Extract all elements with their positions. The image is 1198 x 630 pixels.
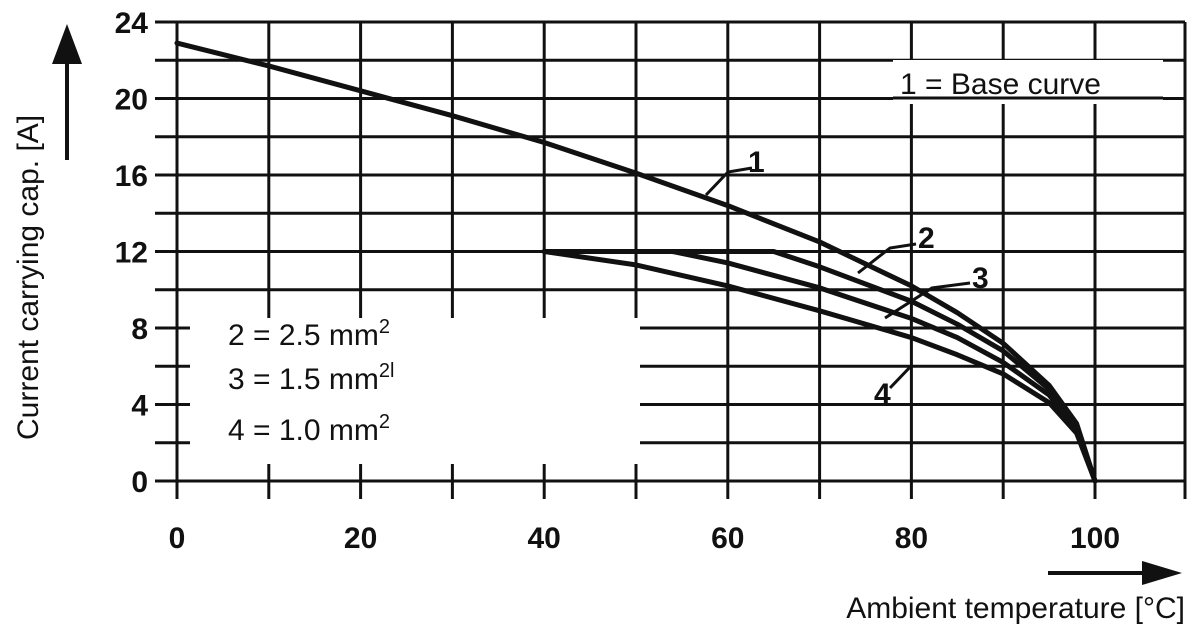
- legend-item-3: 3 = 1.5 mm2l: [228, 360, 394, 396]
- y-axis-arrow-head: [52, 24, 82, 64]
- series-line-4: [541, 249, 1098, 484]
- leader-line-4: [888, 363, 914, 390]
- x-tick-label: 20: [344, 522, 377, 555]
- leader-line-3: [884, 281, 971, 320]
- y-tick-label: 12: [115, 237, 148, 270]
- x-tick-label: 40: [528, 522, 561, 555]
- y-axis-title: Current carrying cap. [A]: [12, 115, 45, 440]
- base-curve-legend: 1 = Base curve: [900, 68, 1101, 101]
- y-tick-label: 24: [115, 7, 149, 40]
- leader-line-2: [857, 242, 917, 275]
- curve-label-1: 1: [748, 146, 765, 179]
- x-tick-label: 100: [1070, 522, 1120, 555]
- series-line-1: [174, 40, 1098, 484]
- x-axis-title: Ambient temperature [°C]: [846, 592, 1185, 625]
- legend-box: [190, 318, 640, 464]
- y-tick-label: 20: [115, 84, 148, 117]
- curve-label-2: 2: [918, 222, 935, 255]
- curve-label-4: 4: [874, 378, 891, 411]
- series-line-3: [541, 249, 1098, 484]
- curve-label-3: 3: [972, 262, 989, 295]
- y-tick-label: 4: [131, 390, 148, 423]
- x-tick-label: 80: [895, 522, 928, 555]
- leader-line-1: [704, 166, 753, 197]
- curves: [174, 40, 1098, 484]
- x-axis-arrow-head: [1142, 561, 1182, 585]
- legend-item-2: 2 = 2.5 mm2: [228, 316, 390, 352]
- x-tick-label: 60: [711, 522, 744, 555]
- legend-item-4: 4 = 1.0 mm2: [228, 411, 390, 447]
- y-tick-label: 0: [131, 466, 148, 499]
- y-tick-label: 8: [131, 313, 148, 346]
- x-tick-label: 0: [169, 522, 186, 555]
- y-tick-label: 16: [115, 160, 148, 193]
